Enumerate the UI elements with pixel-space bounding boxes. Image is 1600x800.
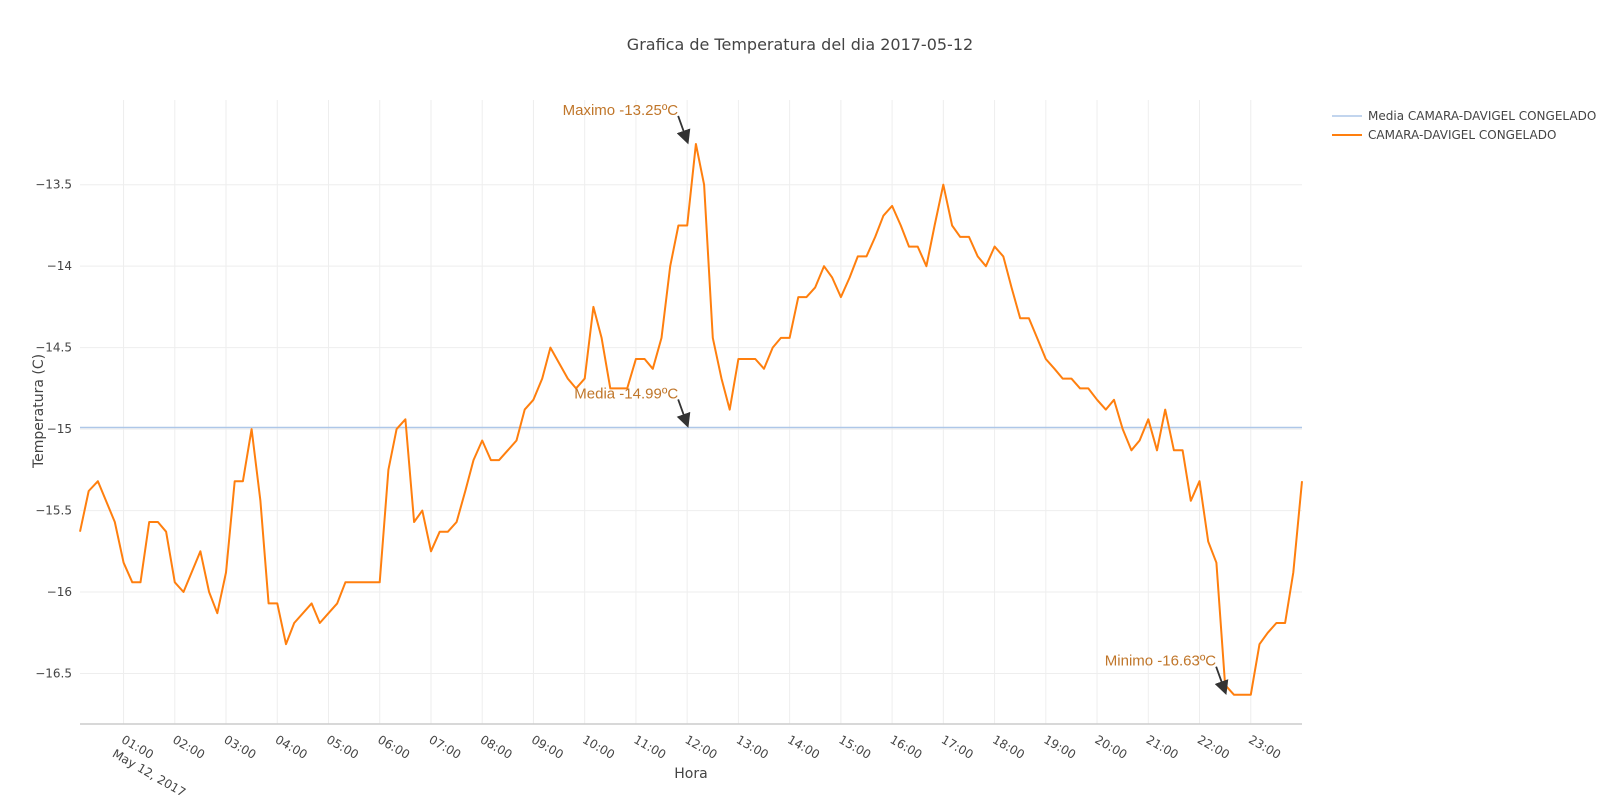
annotation-max: Maximo -13.25ºC <box>563 102 679 119</box>
x-tick-label: 20:00 <box>1093 732 1130 761</box>
annotation-arrow <box>1214 666 1229 696</box>
series-line-temperature <box>79 143 1303 696</box>
x-tick-label: 23:00 <box>1246 732 1283 761</box>
x-tick-label: 03:00 <box>222 732 259 761</box>
y-tick-label: −13.5 <box>35 178 72 192</box>
x-tick-label: 10:00 <box>580 732 617 761</box>
x-tick-label: 17:00 <box>939 732 976 761</box>
x-tick-label: 12:00 <box>683 732 720 761</box>
x-tick-label: 07:00 <box>426 732 463 761</box>
x-tick-label: 22:00 <box>1195 732 1232 761</box>
y-tick-labels: −13.5 −14 −14.5 −15 −15.5 −16 −16.5 <box>35 178 72 681</box>
legend-item-label[interactable]: CAMARA-DAVIGEL CONGELADO <box>1368 128 1556 142</box>
annotations: Maximo -13.25ºC Media -14.99ºC Minimo -16.… <box>563 102 1229 696</box>
x-tick-label: 13:00 <box>734 732 771 761</box>
x-tick-labels: 01:00 02:00 03:00 04:00 05:00 06:00 07:00 08:00… <box>119 732 1283 761</box>
y-tick-label: −15 <box>47 422 72 436</box>
y-tick-label: −16 <box>47 585 72 599</box>
x-tick-label: 14:00 <box>785 732 822 761</box>
x-tick-label: 05:00 <box>324 732 361 761</box>
x-tick-label: 21:00 <box>1144 732 1181 761</box>
x-tick-label: 06:00 <box>375 732 412 761</box>
chart-title: Grafica de Temperatura del dia 2017-05-1… <box>627 35 973 54</box>
y-tick-label: −14.5 <box>35 341 72 355</box>
annotation-arrow <box>676 399 691 428</box>
annotation-arrow <box>676 115 691 145</box>
x-axis-title: Hora <box>674 766 707 782</box>
y-tick-label: −15.5 <box>35 504 72 518</box>
x-tick-label: 08:00 <box>478 732 515 761</box>
y-tick-label: −16.5 <box>35 666 72 680</box>
y-axis-title: Temperatura (C) <box>31 354 47 469</box>
gridlines <box>80 100 1302 724</box>
x-tick-label: 09:00 <box>529 732 566 761</box>
x-tick-label: 02:00 <box>170 732 207 761</box>
x-tick-label: 19:00 <box>1041 732 1078 761</box>
series-layer <box>79 143 1303 696</box>
x-tick-label: 18:00 <box>990 732 1027 761</box>
annotation-min: Minimo -16.63ºC <box>1105 653 1217 670</box>
legend-item-label[interactable]: Media CAMARA-DAVIGEL CONGELADO <box>1368 109 1596 123</box>
legend[interactable]: Media CAMARA-DAVIGEL CONGELADO CAMARA-DAV… <box>1332 109 1596 142</box>
x-tick-label: 04:00 <box>273 732 310 761</box>
x-tick-label: 11:00 <box>631 732 668 761</box>
x-tick-label: 15:00 <box>836 732 873 761</box>
y-tick-label: −14 <box>47 259 72 273</box>
annotation-mean: Media -14.99ºC <box>574 385 678 402</box>
x-tick-label: 16:00 <box>888 732 925 761</box>
